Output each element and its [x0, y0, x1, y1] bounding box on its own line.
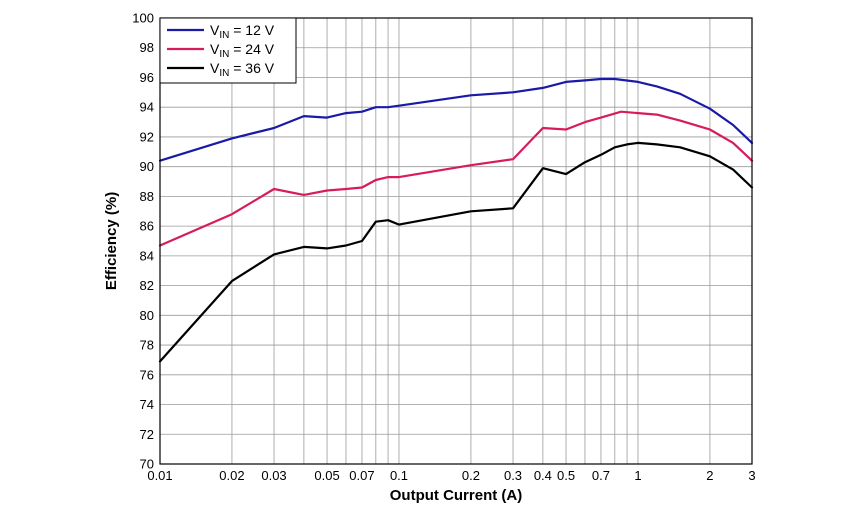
x-tick-label: 0.4 — [534, 468, 552, 483]
series-layer — [158, 77, 754, 363]
y-tick-label: 98 — [140, 40, 154, 55]
y-tick-label: 84 — [140, 248, 154, 263]
legend-label: VIN = 12 V — [210, 22, 275, 41]
grid-layer — [159, 17, 753, 465]
y-tick-label: 72 — [140, 427, 154, 442]
plot-frame — [159, 17, 753, 465]
legend-label: VIN = 36 V — [210, 60, 275, 79]
x-tick-label: 2 — [706, 468, 713, 483]
x-tick-label: 0.7 — [592, 468, 610, 483]
y-tick-label: 76 — [140, 367, 154, 382]
legend-subscript: IN — [219, 68, 229, 79]
legend-suffix: = 24 V — [229, 41, 274, 57]
x-tick-label: 0.5 — [557, 468, 575, 483]
x-tick-label: 0.01 — [147, 468, 172, 483]
y-tick-label: 96 — [140, 70, 154, 85]
series-line-36v — [158, 141, 754, 363]
x-tick-label: 0.07 — [349, 468, 374, 483]
y-tick-label: 82 — [140, 278, 154, 293]
x-tick-label: 3 — [748, 468, 755, 483]
legend-label: VIN = 24 V — [210, 41, 275, 60]
y-tick-label: 94 — [140, 100, 154, 115]
legend-subscript: IN — [219, 49, 229, 60]
series-line-12v — [158, 77, 754, 162]
x-tick-label: 0.02 — [219, 468, 244, 483]
x-axis-ticks: 0.01 0.02 0.03 0.05 0.07 0.1 0.2 0.3 0.4 0.5 0.7 1 2… — [147, 468, 755, 483]
y-tick-label: 70 — [140, 457, 154, 472]
y-tick-label: 92 — [140, 129, 154, 144]
legend-box — [159, 17, 297, 84]
y-axis-title: Efficiency (%) — [103, 192, 120, 290]
x-tick-label: 0.3 — [504, 468, 522, 483]
x-tick-label: 0.03 — [261, 468, 286, 483]
y-tick-label: 78 — [140, 338, 154, 353]
y-tick-label: 88 — [140, 189, 154, 204]
y-tick-label: 86 — [140, 219, 154, 234]
legend-prefix: V — [210, 22, 220, 38]
x-tick-label: 1 — [634, 468, 641, 483]
y-tick-label: 100 — [132, 11, 154, 26]
y-tick-label: 74 — [140, 397, 154, 412]
x-tick-label: 0.05 — [314, 468, 339, 483]
x-axis-title: Output Current (A) — [390, 487, 522, 504]
x-tick-label: 0.2 — [462, 468, 480, 483]
y-tick-label: 90 — [140, 159, 154, 174]
x-tick-label: 0.1 — [390, 468, 408, 483]
legend-subscript: IN — [219, 30, 229, 41]
legend-suffix: = 12 V — [229, 22, 274, 38]
series-line-24v — [158, 110, 754, 247]
legend-suffix: = 36 V — [229, 60, 274, 76]
legend-prefix: V — [210, 60, 220, 76]
legend-prefix: V — [210, 41, 220, 57]
y-axis-ticks: 70 72 74 76 78 80 82 84 86 88 90 92 94 96 98 100 — [132, 11, 154, 472]
y-tick-label: 80 — [140, 308, 154, 323]
